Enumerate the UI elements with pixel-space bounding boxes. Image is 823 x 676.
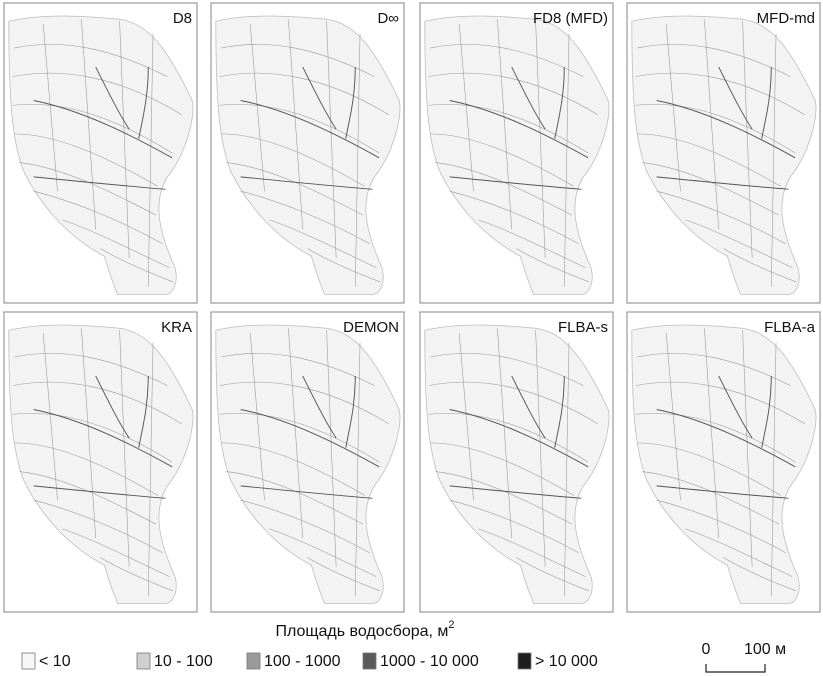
map-panel: KRA [4,312,197,612]
legend-swatch [137,653,150,669]
legend-title: Площадь водосбора, м2 [275,619,454,640]
panel-label: DEMON [343,319,399,336]
legend-label: 10 - 100 [154,653,213,670]
map-panel: D8 [4,3,197,303]
legend: Площадь водосбора, м2 < 10 10 - 100 100 - … [22,619,598,670]
legend-label: 100 - 1000 [264,653,341,670]
map-panel: FD8 (MFD) [420,3,613,303]
figure: D8D∞FD8 (MFD)MFD-mdKRADEMONFLBA-sFLBA-a … [0,0,823,676]
map-panel: FLBA-s [420,312,613,612]
panel-label: FD8 (MFD) [533,10,608,27]
legend-label: > 10 000 [535,653,598,670]
panel-label: FLBA-s [558,319,608,336]
scale-end: 100 м [744,641,786,658]
panel-label: D8 [173,10,192,27]
panel-label: D∞ [377,10,399,27]
legend-label: < 10 [39,653,71,670]
panel-label: MFD-md [757,10,815,27]
panel-label: FLBA-a [764,319,816,336]
scale-start: 0 [702,641,711,658]
legend-swatch [363,653,376,669]
panel-label: KRA [161,319,192,336]
legend-swatch [518,653,531,669]
legend-swatch [247,653,260,669]
scale-bar-line [706,664,765,672]
panels: D8 D∞ FD8 (MFD) MFD-md KRA DEMON FLBA-s FLBA-a [4,3,820,612]
legend-title-superscript: 2 [448,619,454,631]
map-panel: FLBA-a [627,312,820,612]
map-panel: D∞ [211,3,404,303]
scale-bar: 0 100 м [702,641,787,672]
legend-title-text: Площадь водосбора, м [275,623,448,640]
map-panel: DEMON [211,312,404,612]
legend-swatch [22,653,35,669]
legend-label: 1000 - 10 000 [380,653,479,670]
map-panel: MFD-md [627,3,820,303]
